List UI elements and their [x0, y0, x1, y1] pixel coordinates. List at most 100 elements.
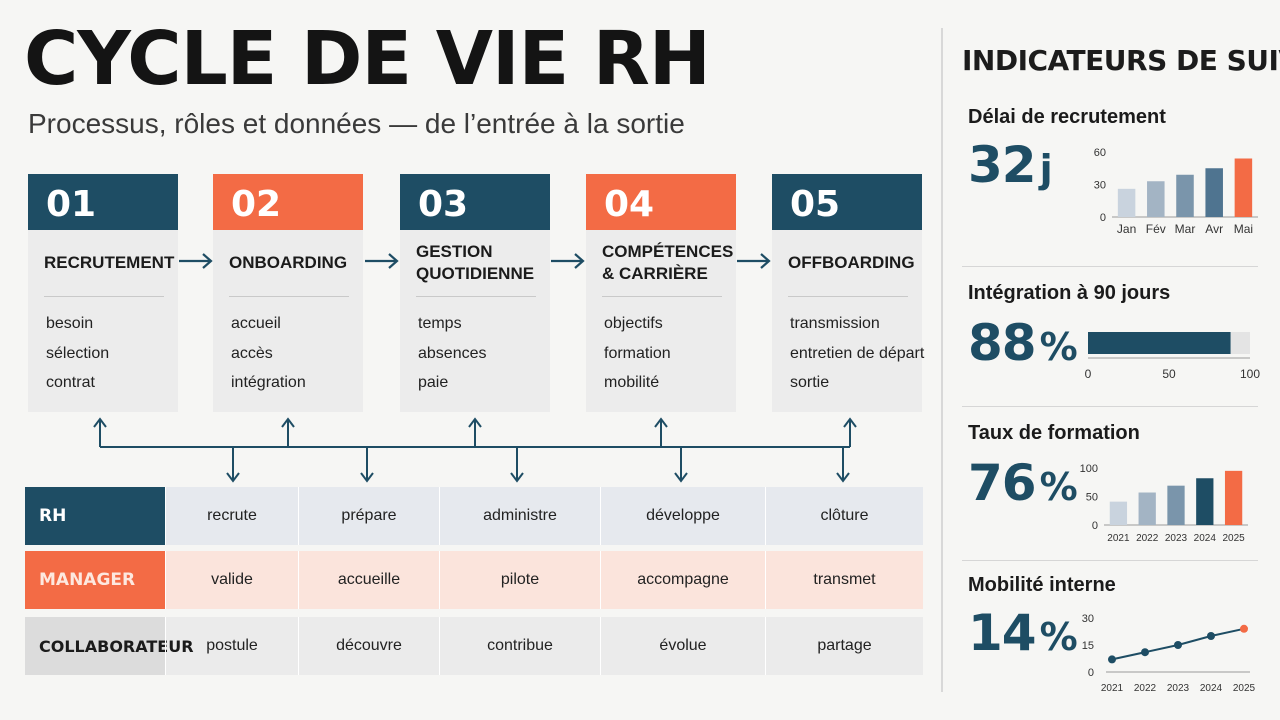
kpi-separator — [962, 560, 1258, 561]
stage-item: mobilité — [604, 374, 660, 391]
role-row-rh: RH recrute prépare administre développe … — [25, 487, 923, 545]
role-cell: transmet — [765, 551, 923, 609]
bar — [1109, 501, 1128, 525]
stage-divider — [44, 296, 164, 297]
stage-divider — [229, 296, 349, 297]
x-tick-label: 2021 — [1107, 533, 1130, 544]
role-cell: valide — [165, 551, 298, 609]
stage-title: GESTION QUOTIDIENNE — [416, 242, 535, 283]
kpi-separator — [962, 266, 1258, 267]
bar — [1147, 181, 1165, 217]
data-point — [1240, 624, 1248, 633]
data-point — [1207, 632, 1215, 640]
data-point — [1174, 641, 1182, 649]
kpi-label: Intégration à 90 jours — [968, 282, 1171, 304]
y-tick-label: 50 — [1086, 492, 1098, 504]
integration-progress-chart: 0 50 100 — [1085, 332, 1260, 381]
kpi-separator — [962, 406, 1258, 407]
kpi-value: 88% — [968, 314, 1078, 372]
x-tick-label: 100 — [1240, 367, 1260, 381]
x-tick-label: 2023 — [1167, 683, 1190, 694]
role-label: MANAGER — [25, 551, 165, 609]
stage-item: accès — [231, 344, 273, 362]
y-tick-label: 60 — [1094, 147, 1106, 159]
y-tick-label: 0 — [1088, 667, 1094, 679]
bar — [1224, 470, 1243, 525]
stage-number: 03 — [400, 174, 550, 230]
stage-divider — [416, 296, 536, 297]
x-tick-label: Mar — [1175, 222, 1196, 236]
internal-mobility-chart: 0 15 30 2021 2022 2023 2024 2025 — [1082, 613, 1256, 694]
flow-arrow-icon — [551, 253, 585, 269]
x-tick-label: 2024 — [1200, 683, 1223, 694]
role-row-collaborateur: COLLABORATEUR postule découvre contribue… — [25, 617, 923, 675]
role-cell: accompagne — [600, 551, 765, 609]
training-rate-chart: 0 50 100 2021 2022 2023 2024 2025 — [1080, 463, 1248, 544]
bar — [1205, 168, 1223, 217]
role-cell: découvre — [298, 617, 439, 675]
flow-arrow-icon — [179, 253, 213, 269]
role-cell: partage — [765, 617, 923, 675]
x-tick-label: Avr — [1205, 222, 1223, 236]
stage-number: 02 — [213, 174, 363, 230]
kpi-value: 32 j — [968, 136, 1053, 194]
kpi-value: 14% — [968, 604, 1078, 662]
bar — [1176, 174, 1194, 217]
x-tick-label: 0 — [1085, 367, 1092, 381]
stage-item: sortie — [790, 374, 830, 391]
stage-item: absences — [418, 344, 487, 362]
stage-item: temps — [418, 315, 462, 332]
x-tick-label: 2021 — [1101, 683, 1124, 694]
kpi-number: 76 — [968, 454, 1037, 512]
flow-arrow-icon — [737, 253, 771, 269]
stage-card-competences: 04 COMPÉTENCES & CARRIÈRE objectifs form… — [586, 174, 736, 412]
y-tick-label: 30 — [1094, 180, 1106, 192]
y-tick-label: 15 — [1082, 640, 1094, 652]
x-tick-label: 50 — [1162, 367, 1176, 381]
role-cell: accueille — [298, 551, 439, 609]
page-title: CYCLE DE VIE RH — [24, 16, 711, 102]
stage-title: OFFBOARDING — [788, 253, 915, 272]
y-tick-label: 0 — [1092, 520, 1098, 532]
role-cell: pilote — [439, 551, 600, 609]
x-tick-label: 2025 — [1222, 533, 1245, 544]
y-tick-label: 30 — [1082, 613, 1094, 625]
stage-item: transmission — [790, 315, 880, 332]
kpi-value: 76% — [968, 454, 1078, 512]
role-label: RH — [25, 487, 165, 545]
bar — [1117, 188, 1136, 217]
y-tick-label: 0 — [1100, 212, 1106, 224]
x-tick-label: 2025 — [1233, 683, 1256, 694]
kpi-number: 88 — [968, 314, 1037, 372]
kpi-label: Délai de recrutement — [968, 106, 1166, 128]
stage-item: paie — [418, 374, 449, 391]
stage-item: intégration — [231, 374, 306, 391]
kpi-unit: % — [1039, 465, 1078, 509]
x-tick-label: Jan — [1117, 222, 1136, 236]
x-tick-label: 2023 — [1165, 533, 1188, 544]
stage-item: sélection — [46, 344, 110, 362]
recruitment-delay-chart: 0 30 60 Jan Fév Mar Avr Mai — [1094, 147, 1258, 236]
stage-number: 04 — [586, 174, 736, 230]
stage-item: besoin — [46, 315, 94, 332]
data-point — [1141, 648, 1149, 657]
kpi-label: Taux de formation — [968, 422, 1140, 444]
stage-title: RECRUTEMENT — [44, 253, 175, 272]
role-row-manager: MANAGER valide accueille pilote accompag… — [25, 551, 923, 609]
x-tick-label: Fév — [1146, 222, 1166, 236]
kpi-number: 32 — [968, 136, 1037, 194]
stage-card-recrutement: 01 RECRUTEMENT besoin sélection contrat — [28, 174, 178, 412]
x-tick-label: 2022 — [1136, 533, 1159, 544]
stage-title: ONBOARDING — [229, 253, 348, 272]
stage-number: 01 — [28, 174, 178, 230]
role-cell: développe — [600, 487, 765, 545]
bar — [1234, 158, 1253, 217]
x-tick-label: 2024 — [1194, 533, 1217, 544]
page-subtitle: Processus, rôles et données — de l’entré… — [28, 108, 685, 139]
kpi-label: Mobilité interne — [968, 574, 1116, 596]
stage-item: entretien de départ — [790, 344, 925, 362]
x-tick-label: Mai — [1234, 222, 1253, 236]
x-tick-label: 2022 — [1134, 683, 1157, 694]
stage-divider — [788, 296, 908, 297]
stage-card-offboarding: 05 OFFBOARDING transmission entretien de… — [772, 174, 925, 412]
